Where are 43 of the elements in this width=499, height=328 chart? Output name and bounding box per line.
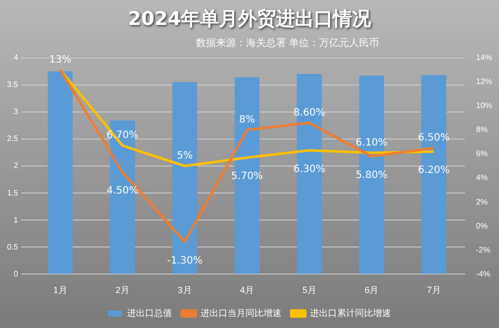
chart-subtitle: 数据来源：海关总署 单位：万亿元人民币 — [196, 36, 379, 50]
y2-tick-label: 10% — [476, 101, 492, 110]
y2-tick-label: 6% — [476, 149, 488, 158]
y2-tick-label: -2% — [476, 245, 490, 254]
data-label: 5% — [176, 150, 193, 162]
data-label: 5.70% — [231, 171, 263, 182]
y-tick-label: 2.5 — [6, 134, 19, 144]
legend-label: 进出口累计同比增速 — [310, 308, 391, 318]
y-tick-label: 2 — [14, 161, 19, 170]
data-label: 6.20% — [418, 165, 450, 176]
data-label: 13% — [49, 54, 72, 66]
data-label: 8.60% — [293, 107, 326, 118]
y2-tick-label: 14% — [476, 53, 492, 62]
legend-label: 进出口总值 — [126, 308, 172, 318]
y-tick-label: 4 — [14, 53, 19, 62]
data-label: 4.50% — [106, 186, 138, 197]
y-tick-label: 3.5 — [6, 80, 19, 90]
y2-tick-label: 0% — [476, 221, 488, 230]
data-label: 8% — [239, 114, 255, 126]
y-tick-label: 1.5 — [6, 188, 19, 198]
data-label: -1.30% — [167, 255, 202, 266]
x-tick-label: 2月 — [116, 285, 130, 296]
y-tick-label: 0 — [14, 269, 19, 278]
data-label: 6.10% — [356, 137, 388, 148]
y2-tick-label: 8% — [476, 125, 488, 134]
data-label: 6.50% — [418, 132, 450, 144]
data-label: 6.30% — [293, 164, 326, 175]
y2-tick-label: 12% — [476, 77, 492, 86]
chart-title: 2024年单月外贸进出口情况 — [127, 7, 372, 32]
x-tick-label: 3月 — [178, 285, 192, 296]
x-tick-label: 1月 — [53, 285, 68, 296]
y2-tick-label: 2% — [476, 197, 488, 206]
x-tick-label: 4月 — [240, 285, 254, 296]
x-tick-label: 7月 — [426, 285, 441, 296]
y-tick-label: 3 — [14, 107, 19, 116]
data-label: 5.80% — [356, 170, 388, 181]
y2-tick-label: 4% — [476, 173, 488, 182]
legend-label: 进出口当月同比增速 — [200, 308, 282, 318]
y2-tick-label: -4% — [476, 269, 490, 278]
y-tick-label: 0.5 — [6, 242, 19, 252]
y-tick-label: 1 — [14, 215, 19, 224]
x-tick-label: 5月 — [302, 285, 316, 296]
x-tick-label: 6月 — [364, 285, 379, 296]
